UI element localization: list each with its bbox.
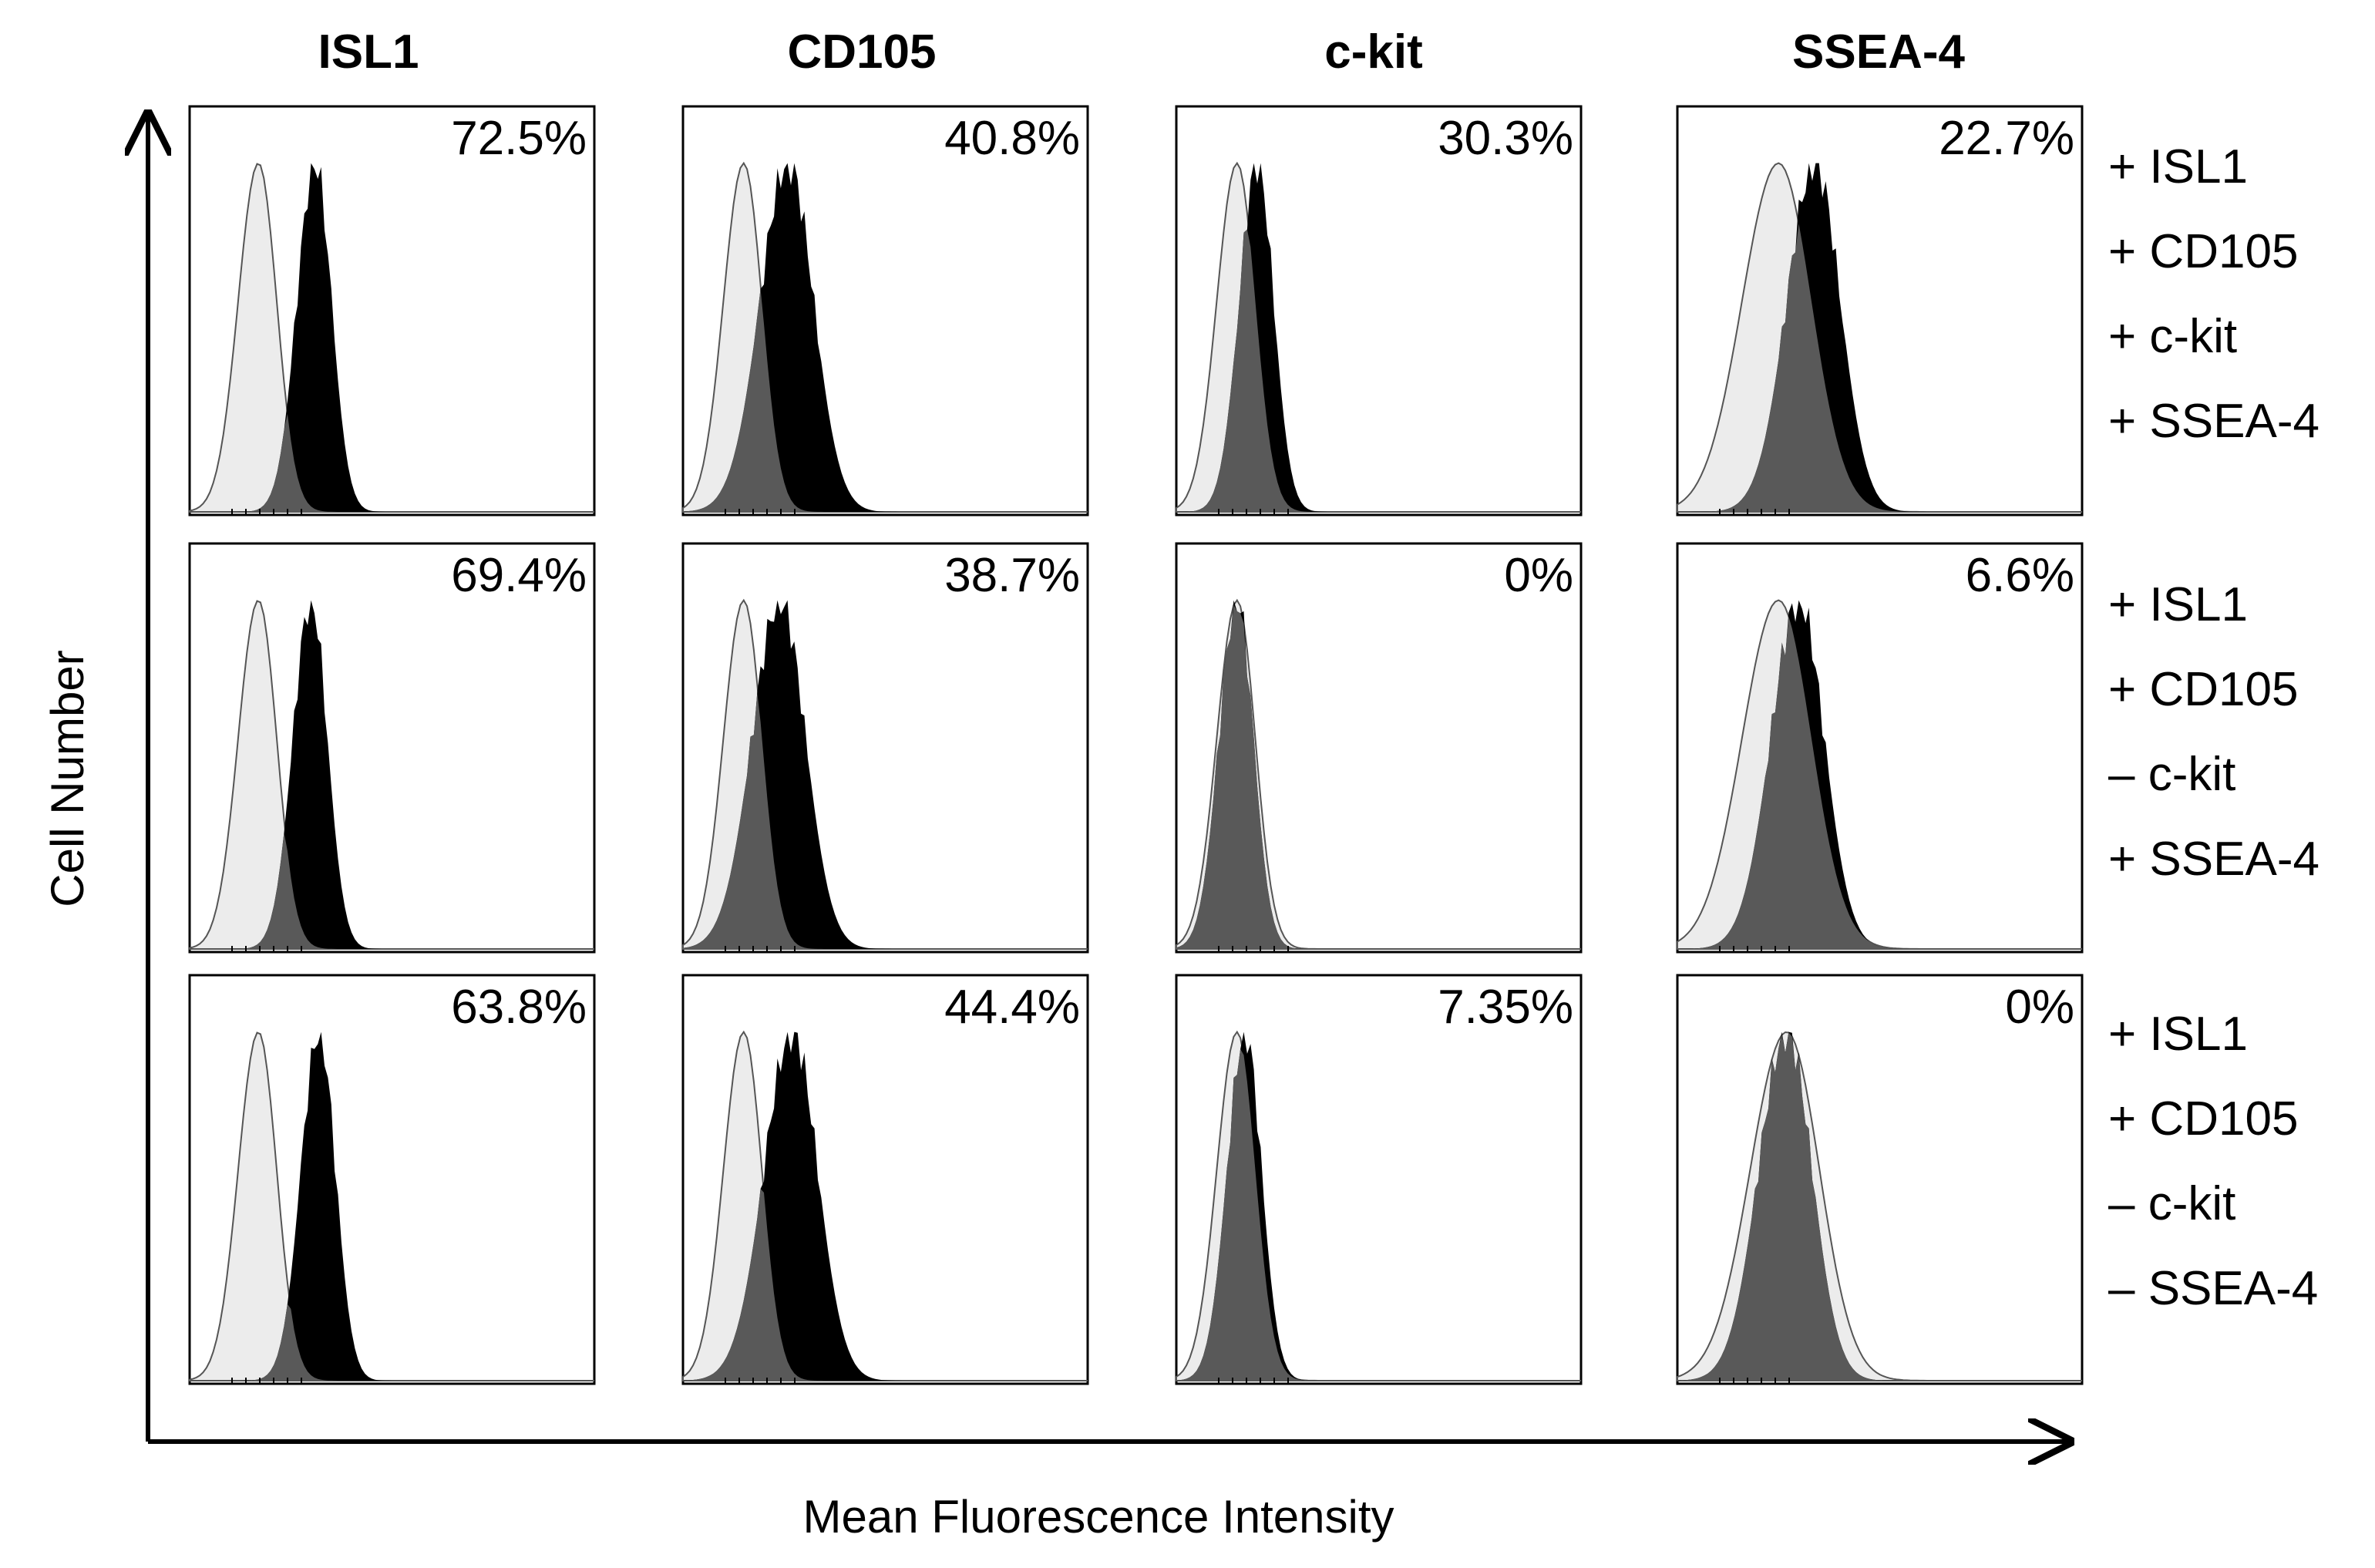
overlap-histogram [1677, 224, 2082, 512]
panel-r2-cd105: 38.7% [681, 542, 1089, 954]
overlap-histogram [190, 1304, 594, 1381]
sample-histogram [683, 163, 1088, 512]
row2-marker-cd105: + CD105 [2108, 663, 2298, 716]
overlap-histogram [1677, 1032, 2082, 1381]
panel-r2-c-kit: 0% [1175, 542, 1583, 954]
panel-r3-ssea-4: 0% [1676, 974, 2084, 1385]
percentage-label-r1-c-kit: 30.3% [1438, 112, 1573, 165]
row1-marker-ssea-4: + SSEA-4 [2108, 395, 2319, 448]
x-axis-label: Mean Fluorescence Intensity [802, 1491, 1394, 1543]
row1-marker-isl1: + ISL1 [2108, 140, 2248, 193]
sample-histogram [1176, 163, 1581, 512]
sample-histogram [190, 1031, 594, 1381]
panel-r2-ssea-4: 6.6% [1676, 542, 2084, 954]
overlap-histogram [683, 692, 1088, 949]
row3-marker-cd105: + CD105 [2108, 1092, 2298, 1146]
row2-marker-isl1: + ISL1 [2108, 578, 2248, 631]
percentage-label-r2-ssea-4: 6.6% [1966, 549, 2074, 602]
percentage-label-r2-cd105: 38.7% [944, 549, 1080, 602]
overlap-histogram [1176, 604, 1581, 949]
overlap-histogram [683, 288, 1088, 512]
histogram-panels: 72.5% 40.8% 30.3% 22.7% 69.4% 38.7% 0% 6.6% 63.8… [188, 105, 2084, 1385]
column-title-cd105: CD105 [788, 25, 937, 79]
row1-marker-cd105: + CD105 [2108, 225, 2298, 278]
row1-marker-c-kit: + c-kit [2108, 310, 2237, 363]
column-title-ssea-4: SSEA-4 [1792, 25, 1965, 79]
percentage-label-r3-isl1: 63.8% [451, 981, 587, 1034]
percentage-label-r3-ssea-4: 0% [2005, 981, 2074, 1034]
percentage-label-r2-c-kit: 0% [1504, 549, 1573, 602]
column-title-c-kit: c-kit [1324, 25, 1422, 79]
panel-r1-isl1: 72.5% [188, 105, 596, 516]
sample-histogram [190, 163, 594, 512]
percentage-label-r1-ssea-4: 22.7% [1939, 112, 2074, 165]
row2-marker-ssea-4: + SSEA-4 [2108, 833, 2319, 886]
sample-histogram [683, 1031, 1088, 1381]
sample-histogram [683, 600, 1088, 949]
y-axis-label: Cell Number [42, 650, 93, 907]
panel-r3-isl1: 63.8% [188, 974, 596, 1385]
sample-histogram [190, 600, 594, 949]
percentage-label-r1-isl1: 72.5% [451, 112, 587, 165]
panel-r1-c-kit: 30.3% [1175, 105, 1583, 516]
panel-r3-c-kit: 7.35% [1175, 974, 1583, 1385]
column-title-isl1: ISL1 [318, 25, 419, 79]
row3-marker-isl1: + ISL1 [2108, 1008, 2248, 1061]
panel-r1-cd105: 40.8% [681, 105, 1089, 516]
overlap-histogram [1176, 229, 1581, 512]
panel-r3-cd105: 44.4% [681, 974, 1089, 1385]
percentage-label-r3-c-kit: 7.35% [1438, 981, 1573, 1034]
overlap-histogram [1677, 616, 2082, 949]
percentage-label-r3-cd105: 44.4% [944, 981, 1080, 1034]
overlap-histogram [190, 413, 594, 512]
overlap-histogram [683, 1189, 1088, 1381]
panel-r1-ssea-4: 22.7% [1676, 105, 2084, 516]
panel-r2-isl1: 69.4% [188, 542, 596, 954]
row2-marker-c-kit: – c-kit [2108, 748, 2235, 801]
row3-marker-ssea-4: – SSEA-4 [2108, 1262, 2318, 1315]
percentage-label-r1-cd105: 40.8% [944, 112, 1080, 165]
overlap-histogram [190, 833, 594, 949]
row3-marker-c-kit: – c-kit [2108, 1177, 2235, 1230]
percentage-label-r2-isl1: 69.4% [451, 549, 587, 602]
overlap-histogram [1176, 1048, 1581, 1381]
